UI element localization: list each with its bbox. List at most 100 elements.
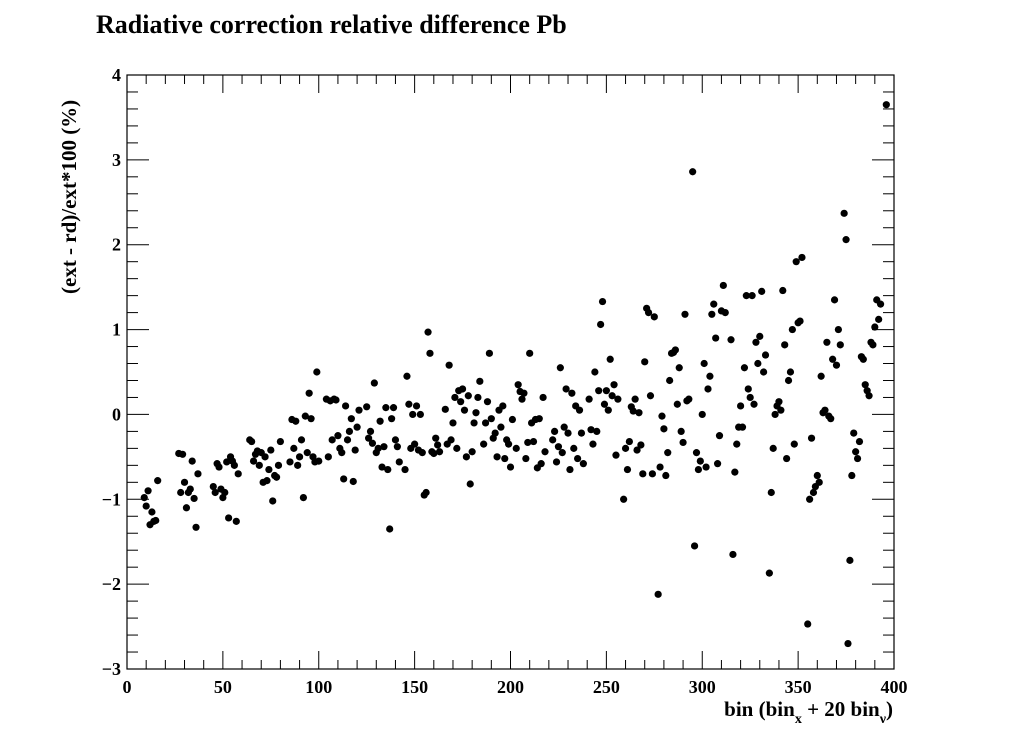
data-point [859,355,867,363]
data-point [290,444,298,452]
data-point [468,448,476,456]
data-point [587,426,595,434]
data-point [846,556,854,564]
data-point [771,410,779,419]
data-point [564,429,572,437]
data-point [562,385,570,393]
x-axis-label: bin (binx + 20 binν) [724,697,893,727]
data-point [593,427,601,435]
data-point [340,475,348,483]
data-point [518,395,526,403]
data-point [792,258,800,266]
data-point [673,400,681,408]
chart-title: Radiative correction relative difference… [96,10,567,39]
data-point [852,448,860,456]
data-point [786,368,795,376]
data-point [297,436,306,444]
x-tick-label: 250 [593,677,620,697]
data-point [457,398,465,406]
data-point [767,488,775,497]
data-point [685,395,693,403]
data-point [662,471,670,480]
data-point [614,395,622,403]
data-point [568,389,576,397]
data-point [211,488,219,497]
data-point [558,449,566,457]
data-point [577,429,586,437]
data-point [790,440,798,448]
data-point [276,437,284,446]
data-point [712,334,720,342]
data-point [382,404,390,412]
y-axis-label: (ext - rd)/ext*100 (%) [57,100,81,294]
data-point [177,488,185,497]
x-axis-label-main: bin (bin [724,697,795,721]
data-point [666,376,674,385]
data-point [334,432,342,440]
data-point [809,488,818,497]
data-point [384,465,392,474]
x-tick-label: 400 [881,677,908,697]
data-point [395,458,403,466]
x-tick-label: 350 [785,677,812,697]
data-point [840,209,848,217]
data-point [368,439,377,447]
data-point [501,454,509,463]
data-point [876,300,885,308]
data-point [487,415,495,423]
data-point [660,425,668,433]
data-point [597,320,605,329]
data-point [142,502,150,510]
data-point [474,393,482,402]
data-point [332,396,340,404]
data-point [269,497,277,505]
data-point [708,310,716,318]
data-point [827,415,835,423]
data-point [451,393,459,402]
data-point [366,427,375,435]
data-point [754,359,762,368]
data-point [648,470,656,478]
x-tick-label: 200 [497,677,524,697]
data-point [589,440,597,448]
data-point [694,465,703,474]
data-point [554,443,563,451]
data-point [713,460,722,468]
data-point [608,392,616,400]
data-point [378,463,386,471]
data-point [445,361,453,369]
data-point [188,457,196,465]
data-point [664,449,672,457]
data-point [769,444,777,452]
data-point [295,453,304,461]
data-point [504,440,513,448]
data-point [744,385,752,393]
data-point [234,470,242,478]
data-point [853,454,862,463]
data-point [470,419,478,427]
data-point [671,346,680,354]
data-point [781,341,789,349]
data-point [756,332,764,340]
data-point [405,400,413,408]
data-point [629,407,637,415]
data-point [223,458,231,466]
data-point [788,325,796,334]
data-point [646,392,655,400]
data-point [813,471,821,480]
data-point [426,349,434,357]
data-point [338,449,346,457]
data-point [719,281,727,290]
data-point [539,393,547,402]
data-point [376,417,384,425]
data-point [552,458,561,466]
y-tick-label: 3 [112,150,121,170]
data-point [481,419,490,427]
data-point [798,253,806,262]
data-point [303,449,311,457]
data-point [389,404,398,412]
data-point [424,328,432,336]
data-point [476,377,484,385]
data-point [435,448,444,456]
data-point [272,473,281,481]
